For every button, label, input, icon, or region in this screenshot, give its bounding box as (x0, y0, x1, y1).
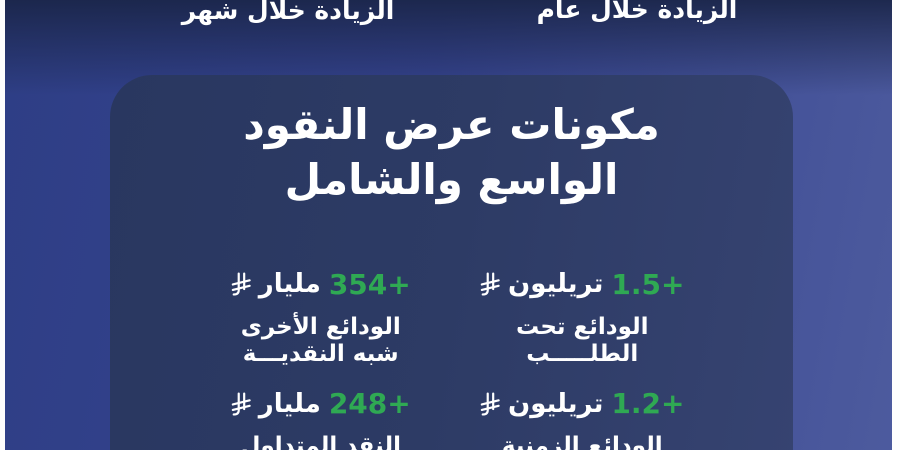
saudi-riyal-icon (231, 272, 251, 296)
stats-grid: +1.5 تريليون الودائع تحت الطلـــــب +354 (110, 268, 793, 450)
stat-sign: + (661, 387, 685, 421)
stat-label: النقد المتداول (240, 433, 402, 450)
stat-unit: تريليون (508, 269, 604, 300)
left-white-edge (0, 0, 5, 450)
stat-sign: + (661, 267, 685, 301)
stat-value: +1.2 تريليون (480, 387, 685, 420)
stat-sign: + (387, 387, 411, 421)
money-supply-panel: مكونات عرض النقود الواسع والشامل +1.5 تر… (110, 75, 793, 450)
stat-sign: + (387, 267, 411, 301)
saudi-riyal-icon (231, 392, 251, 416)
saudi-riyal-icon (480, 272, 500, 296)
legend-increase-month-label: الزيادة خلال شهر (181, 0, 395, 25)
stat-demand-deposits: +1.5 تريليون الودائع تحت الطلـــــب (452, 268, 714, 369)
panel-title-line2: الواسع والشامل (284, 155, 619, 205)
stat-label: الودائع تحت الطلـــــب (515, 313, 649, 368)
stat-unit: مليار (258, 388, 321, 419)
panel-title: مكونات عرض النقود الواسع والشامل (110, 97, 793, 208)
stat-label: الودائع الزمنية (501, 433, 663, 450)
stat-number: 1.2 (611, 387, 662, 421)
stat-time-deposits: +1.2 تريليون الودائع الزمنية (452, 387, 714, 450)
stat-number: 354 (328, 267, 388, 301)
legend-increase-year-label: الزيادة خلال عام (536, 0, 738, 24)
stat-value: +248 مليار (231, 387, 411, 420)
right-white-edge (892, 0, 900, 450)
saudi-riyal-icon (480, 392, 500, 416)
panel-title-line1: مكونات عرض النقود (243, 100, 660, 149)
stat-unit: تريليون (508, 388, 604, 419)
stat-value: +1.5 تريليون (480, 268, 685, 301)
stat-currency-in-circulation: +248 مليار النقد المتداول (190, 387, 452, 450)
stat-other-quasi-money-deposits: +354 مليار الودائع الأخرى شبه النقديـــة (190, 268, 452, 369)
stat-number: 1.5 (611, 267, 662, 301)
stat-unit: مليار (258, 269, 321, 300)
stat-value: +354 مليار (231, 268, 411, 301)
stat-label: الودائع الأخرى شبه النقديـــة (240, 313, 401, 368)
stat-number: 248 (328, 387, 388, 421)
